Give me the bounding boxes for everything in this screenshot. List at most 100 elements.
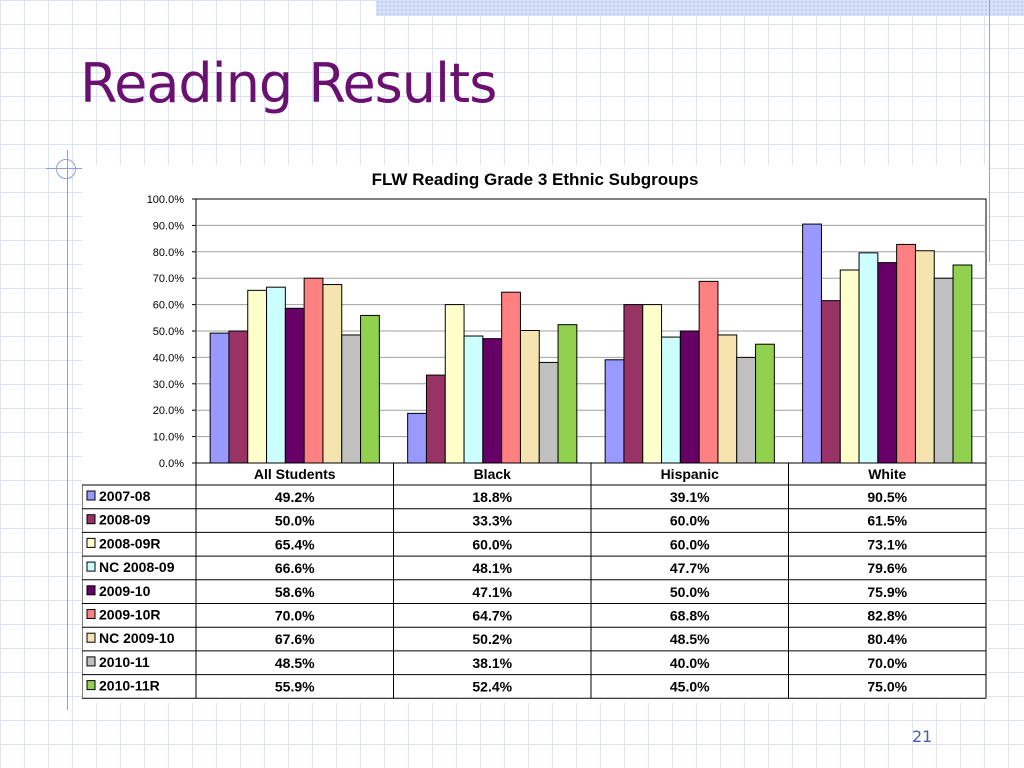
bar-nc-2008-09-hispanic [661, 336, 681, 464]
bar-2009-10-all-students [284, 307, 305, 464]
y-tick-label: 20.0% [153, 405, 184, 417]
data-label-2009-10r-white: 82.8% [867, 608, 907, 624]
data-label-2010-11r-black: 52.4% [472, 679, 512, 695]
data-label-2008-09r-all-students: 65.4% [275, 536, 315, 552]
decorative-vertical-line-right [989, 0, 990, 262]
data-label-2009-10-hispanic: 50.0% [670, 584, 710, 600]
data-label-2009-10-black: 47.1% [472, 584, 512, 600]
bar-2010-11-all-students [341, 334, 362, 464]
bar-2010-11r-all-students [360, 314, 380, 464]
bar-2010-11r-white [952, 264, 973, 464]
data-label-2010-11-black: 38.1% [472, 655, 512, 671]
y-tick-label: 80.0% [153, 247, 184, 259]
category-label-hispanic: Hispanic [661, 466, 720, 482]
bar-2008-09-white [820, 300, 841, 464]
legend-key-2008-09r [86, 537, 96, 548]
y-tick-label: 60.0% [153, 300, 184, 312]
slide-title: Reading Results [80, 52, 497, 115]
data-label-2007-08-white: 90.5% [867, 489, 907, 505]
chart-panel: FLW Reading Grade 3 Ethnic Subgroups 0.0… [82, 165, 988, 703]
chart-title: FLW Reading Grade 3 Ethnic Subgroups [371, 170, 699, 189]
legend-label-2008-09: 2008-09 [99, 512, 151, 528]
bar-2008-09-hispanic [623, 304, 644, 464]
bar-2009-10r-white [896, 243, 916, 464]
category-label-black: Black [474, 466, 512, 482]
y-tick-label: 40.0% [153, 352, 184, 364]
data-label-2008-09r-hispanic: 60.0% [670, 536, 710, 552]
data-label-2008-09r-black: 60.0% [472, 536, 512, 552]
data-label-2007-08-black: 18.8% [472, 489, 512, 505]
data-label-2010-11r-white: 75.0% [867, 679, 907, 695]
legend-label-2007-08: 2007-08 [99, 488, 151, 504]
data-label-nc-2009-10-hispanic: 48.5% [670, 631, 710, 647]
bar-2009-10-black [482, 338, 503, 464]
legend-key-2010-11r [86, 680, 96, 691]
data-label-2010-11r-all-students: 55.9% [275, 679, 315, 695]
bar-2010-11-black [538, 361, 559, 464]
legend-label-2010-11r: 2010-11R [99, 678, 160, 694]
data-label-2010-11-white: 70.0% [867, 655, 907, 671]
y-tick-label: 10.0% [153, 432, 184, 444]
y-tick-label: 50.0% [153, 326, 184, 338]
data-label-nc-2008-09-all-students: 66.6% [275, 560, 315, 576]
data-label-2010-11-hispanic: 40.0% [670, 655, 710, 671]
data-label-2007-08-all-students: 49.2% [275, 489, 315, 505]
legend-key-2010-11 [86, 656, 96, 667]
data-label-nc-2009-10-black: 50.2% [472, 631, 512, 647]
bar-2007-08-black [407, 412, 427, 464]
data-label-2008-09r-white: 73.1% [867, 536, 907, 552]
legend-label-2008-09r: 2008-09R [99, 535, 161, 551]
bar-nc-2009-10-black [519, 329, 540, 464]
bar-2007-08-hispanic [604, 359, 625, 464]
data-label-2008-09-black: 33.3% [472, 513, 512, 529]
data-label-nc-2009-10-all-students: 67.6% [275, 631, 315, 647]
legend-key-nc-2008-09 [86, 561, 96, 572]
legend-label-nc-2009-10: NC 2009-10 [99, 630, 175, 646]
data-label-nc-2008-09-black: 48.1% [472, 560, 512, 576]
y-tick-label: 100.0% [147, 194, 185, 206]
data-label-2009-10-white: 75.9% [867, 584, 907, 600]
bar-2010-11-hispanic [736, 356, 757, 464]
legend-key-2009-10 [86, 585, 96, 596]
slide-number: 21 [912, 727, 933, 746]
data-label-2009-10r-hispanic: 68.8% [670, 608, 710, 624]
bar-2008-09r-black [444, 304, 465, 464]
y-tick-label: 70.0% [153, 273, 184, 285]
bar-2009-10r-black [501, 291, 521, 464]
data-label-2008-09-hispanic: 60.0% [670, 513, 710, 529]
y-tick-label: 90.0% [153, 220, 184, 232]
data-label-nc-2009-10-white: 80.4% [867, 631, 907, 647]
bar-2008-09-all-students [228, 330, 249, 464]
legend-key-2008-09 [86, 514, 96, 525]
legend-label-2009-10r: 2009-10R [99, 607, 161, 623]
category-label-white: White [868, 466, 906, 482]
data-label-2010-11-all-students: 48.5% [275, 655, 315, 671]
top-decorative-band [376, 0, 1024, 16]
bar-2010-11r-hispanic [755, 343, 775, 464]
y-tick-label: 30.0% [153, 379, 184, 391]
y-axis-label: % Proficient [82, 299, 85, 363]
decorative-circle [56, 159, 76, 179]
bar-nc-2009-10-white [914, 250, 935, 464]
bar-2008-09-black [425, 374, 446, 464]
data-label-2010-11r-hispanic: 45.0% [670, 679, 710, 695]
bar-nc-2009-10-hispanic [717, 334, 738, 464]
bar-nc-2008-09-all-students [266, 286, 286, 464]
bar-nc-2008-09-black [463, 335, 484, 464]
data-label-2009-10r-all-students: 70.0% [275, 608, 315, 624]
data-label-nc-2008-09-hispanic: 47.7% [670, 560, 710, 576]
data-label-2009-10-all-students: 58.6% [275, 584, 315, 600]
legend-key-2009-10r [86, 609, 96, 619]
bar-2009-10r-all-students [303, 277, 324, 464]
y-tick-label: 0.0% [159, 458, 184, 470]
bar-2009-10-hispanic [679, 330, 700, 464]
bar-2008-09r-all-students [247, 289, 268, 464]
legend-label-2010-11: 2010-11 [99, 654, 150, 670]
legend-label-nc-2008-09: NC 2008-09 [99, 559, 175, 575]
legend-key-2007-08 [86, 490, 96, 501]
bar-2009-10r-hispanic [698, 280, 719, 464]
data-label-2007-08-hispanic: 39.1% [670, 489, 710, 505]
bar-2008-09r-hispanic [642, 304, 663, 464]
bar-2008-09r-white [839, 269, 860, 464]
data-label-2008-09-all-students: 50.0% [275, 513, 315, 529]
